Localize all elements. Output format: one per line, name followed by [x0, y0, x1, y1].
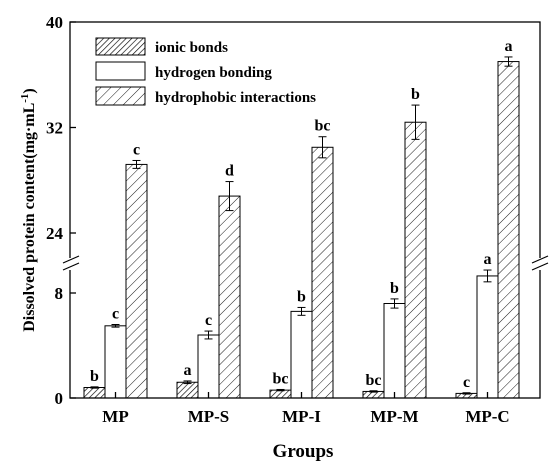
x-tick-label: MP-M	[370, 407, 418, 426]
significance-label: b	[90, 368, 99, 385]
y-tick-label: 40	[46, 13, 63, 32]
x-tick-label: MP	[102, 407, 128, 426]
legend-label-hydrogen-bonding: hydrogen bonding	[155, 65, 272, 81]
legend-swatch-ionic-bonds	[95, 37, 146, 56]
x-axis-title: Groups	[273, 441, 334, 462]
bar-MP-I-1	[290, 310, 313, 399]
significance-label: b	[390, 280, 399, 297]
bar-MP-S-0	[176, 381, 199, 399]
bar-MP-M-1	[383, 303, 406, 399]
bar-MP-S-2	[218, 195, 241, 399]
y-tick-label: 8	[55, 284, 64, 303]
bar-MP-1	[104, 325, 127, 399]
legend-swatch-hydrophobic-interactions	[95, 86, 146, 106]
significance-label: d	[225, 163, 234, 180]
y-axis-title-main: Dissolved protein content(mg·mL	[21, 103, 38, 332]
legend: ionic bonds hydrogen bonding hydrophobic…	[95, 37, 316, 106]
significance-label: a	[184, 362, 192, 379]
significance-label: b	[411, 86, 420, 103]
bar-MP-0	[83, 387, 106, 399]
significance-label: a	[505, 38, 513, 55]
legend-swatch-hydrogen-bonding	[95, 61, 146, 81]
x-tick-label: MP-S	[188, 407, 230, 426]
y-axis-title: Dissolved protein content(mg·mL-1)	[19, 88, 38, 332]
bar-MP-C-2	[497, 61, 520, 399]
significance-label: bc	[315, 118, 331, 135]
significance-label: c	[112, 306, 119, 323]
axis-break-right	[531, 255, 549, 271]
y-tick-label: 24	[46, 224, 64, 243]
plot-frame	[69, 21, 541, 399]
bar-MP-I-2	[311, 146, 334, 399]
bar-MP-C-1	[476, 275, 499, 399]
x-tick-label: MP-I	[282, 407, 321, 426]
significance-label: c	[205, 312, 212, 329]
bar-MP-M-2	[404, 121, 427, 399]
bar-MP-S-1	[197, 334, 220, 399]
significance-label: a	[484, 251, 492, 268]
x-tick-label: MP-C	[465, 407, 509, 426]
y-tick-label: 32	[46, 119, 63, 138]
axis-break-left	[62, 255, 80, 271]
significance-label: c	[133, 141, 140, 158]
significance-label: b	[297, 288, 306, 305]
legend-label-hydrophobic-interactions: hydrophobic interactions	[155, 90, 316, 106]
y-tick-label: 0	[55, 389, 64, 408]
significance-label: bc	[366, 372, 382, 389]
significance-label: c	[463, 374, 470, 391]
bar-MP-I-0	[269, 389, 292, 399]
y-axis-title-superscript: -1	[19, 94, 31, 103]
y-axis-title-close: )	[21, 88, 38, 93]
legend-label-ionic-bonds: ionic bonds	[155, 40, 228, 56]
bar-MP-2	[125, 163, 148, 399]
significance-label: bc	[273, 370, 289, 387]
